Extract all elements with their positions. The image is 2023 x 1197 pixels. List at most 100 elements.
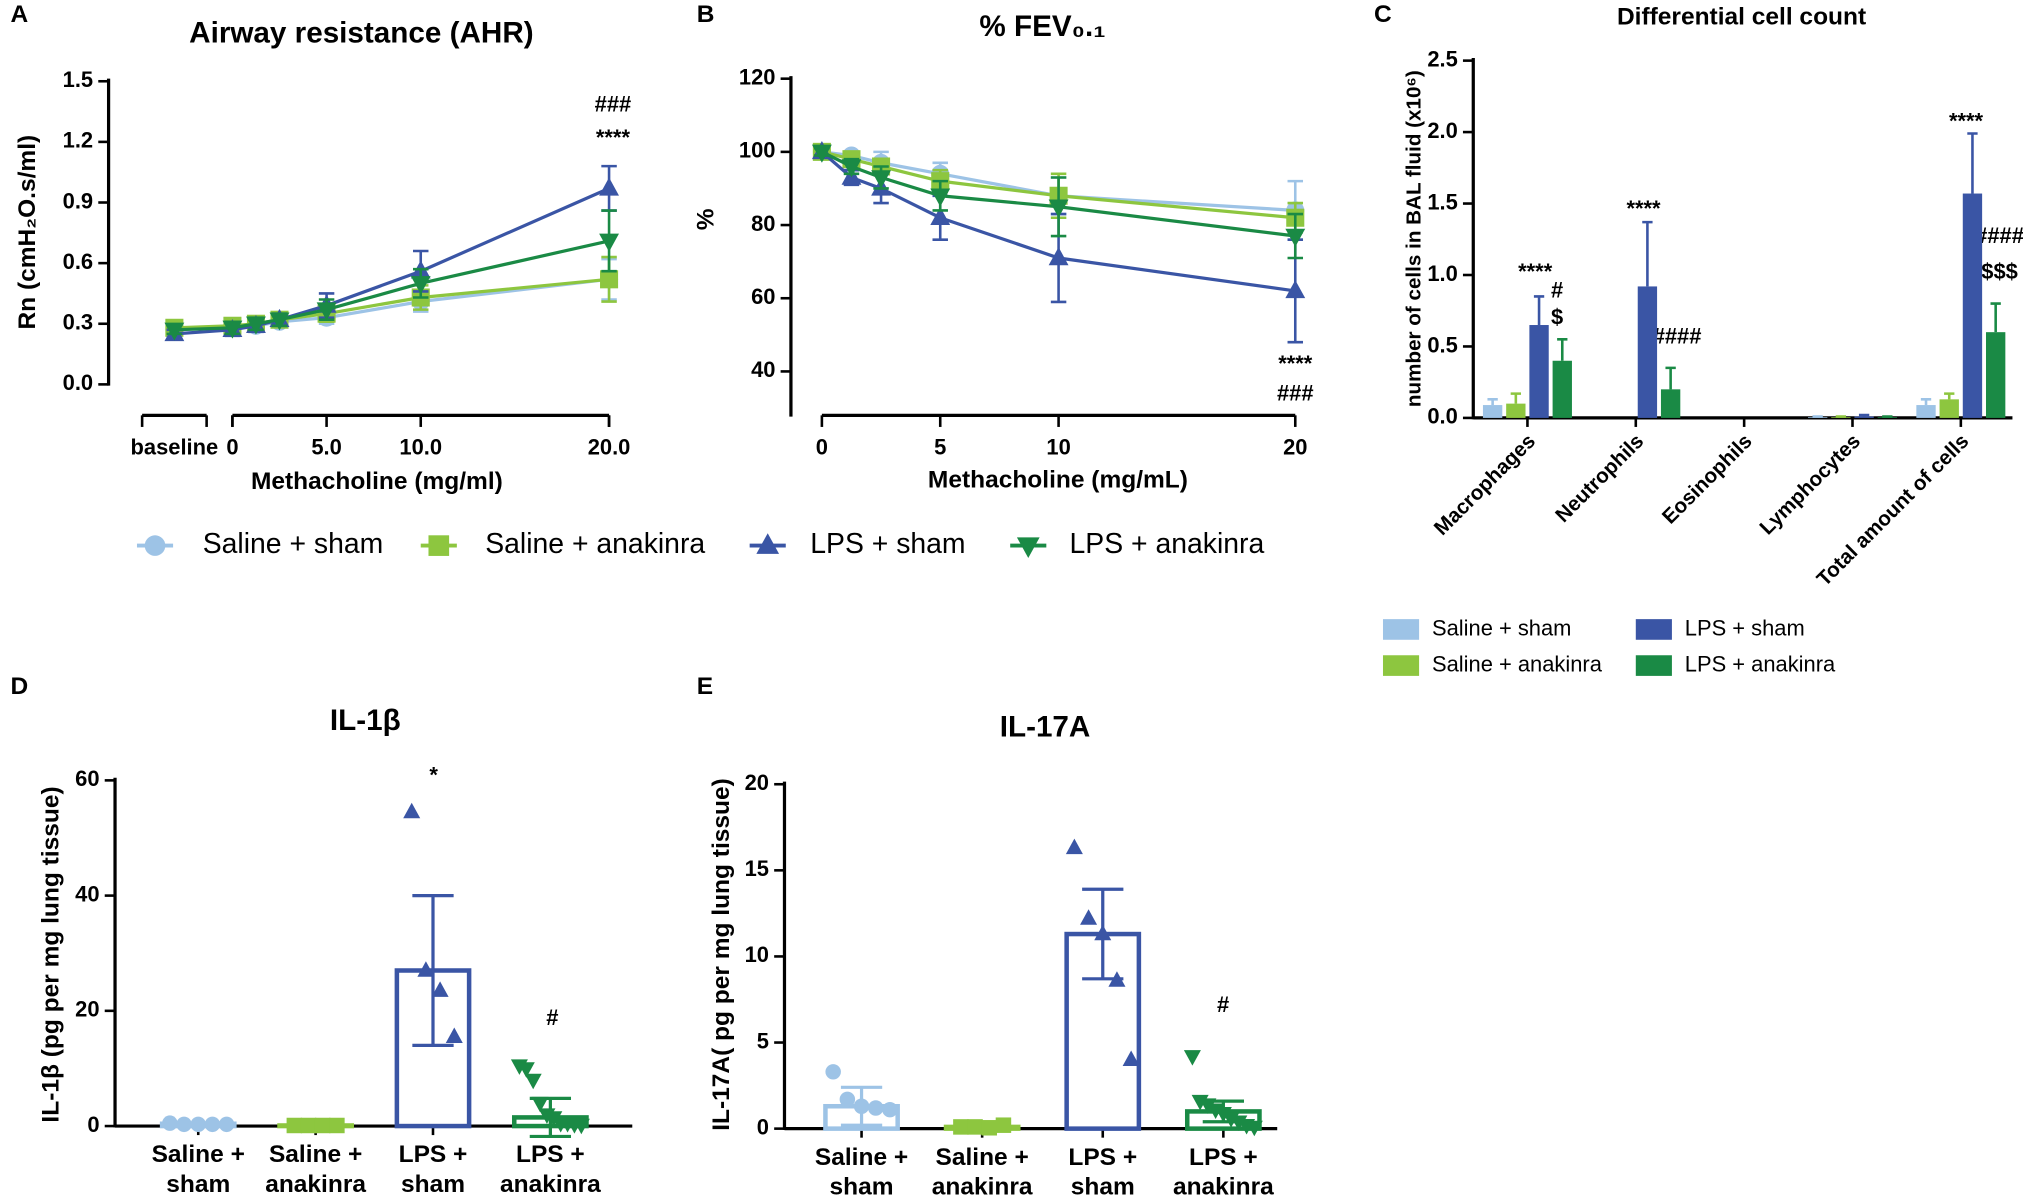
x-tick-label: Macrophages — [1430, 430, 1540, 540]
y-tick-label: 5 — [757, 1028, 769, 1053]
marker — [204, 1116, 221, 1133]
annotation: #### — [1653, 324, 1702, 349]
marker — [428, 535, 450, 556]
marker — [1122, 1050, 1140, 1066]
marker — [930, 188, 951, 207]
bar — [1916, 405, 1936, 418]
marker — [811, 144, 832, 163]
marker — [600, 270, 619, 289]
marker — [853, 1098, 870, 1114]
marker — [164, 322, 185, 341]
y-tick-label: 0.3 — [63, 310, 93, 335]
x-tick-label: 20 — [1283, 435, 1307, 460]
annotation: ### — [1277, 380, 1314, 405]
y-tick-label: 2.5 — [1427, 46, 1457, 71]
y-axis-label: number of cells in BAL fluid (x10⁶) — [1403, 70, 1426, 407]
bar — [1985, 332, 2006, 418]
error-bar — [412, 893, 454, 1048]
y-axis-label: IL-1β (pg per mg lung tissue) — [37, 786, 64, 1122]
y-tick-label: 60 — [75, 766, 99, 791]
annotation: $ — [1551, 304, 1563, 329]
chart-title: Differential cell count — [1617, 4, 1866, 31]
marker — [222, 320, 243, 339]
marker — [1199, 1098, 1217, 1114]
y-tick-label: 20 — [745, 770, 769, 795]
bar — [1831, 417, 1851, 418]
marker — [967, 1119, 983, 1135]
marker — [176, 1116, 192, 1133]
y-axis-label: % — [693, 208, 720, 230]
x-tick-label: baseline — [131, 435, 219, 460]
x-tick-label: anakinra — [500, 1171, 601, 1197]
marker — [300, 1117, 317, 1134]
error-bar — [1533, 295, 1545, 326]
error-bar — [1487, 398, 1498, 406]
series-line — [174, 186, 610, 336]
marker — [1080, 909, 1098, 925]
marker — [431, 981, 449, 997]
legend-swatch — [1382, 655, 1420, 676]
legend-label: Saline + anakinra — [485, 528, 705, 560]
annotation: # — [546, 1005, 558, 1030]
marker — [1065, 838, 1083, 855]
marker — [269, 312, 290, 331]
y-tick-label: 2.0 — [1427, 118, 1457, 143]
y-tick-label: 0.6 — [63, 249, 93, 274]
y-tick-label: 60 — [751, 284, 775, 309]
marker — [841, 159, 862, 178]
bar — [1660, 389, 1681, 418]
legend-label: Saline + anakinra — [1432, 651, 1603, 676]
x-tick-label: LPS + — [1189, 1144, 1258, 1171]
y-tick-label: 0.0 — [1427, 404, 1457, 429]
panel-label: B — [697, 1, 715, 28]
bar — [1506, 403, 1526, 418]
y-tick-label: 1.0 — [1427, 261, 1457, 286]
annotation: **** — [596, 125, 631, 150]
x-tick-label: LPS + — [516, 1141, 585, 1168]
marker — [839, 1091, 856, 1108]
x-tick-label: Eosinophils — [1658, 430, 1757, 529]
error-bar — [1920, 398, 1932, 406]
y-tick-label: 100 — [739, 138, 776, 163]
marker — [144, 535, 166, 556]
y-tick-label: 0.5 — [1427, 332, 1457, 357]
annotation: * — [429, 762, 438, 787]
legend-swatch — [1382, 619, 1420, 640]
error-bar — [1858, 413, 1870, 417]
y-tick-label: 1.5 — [1427, 189, 1457, 214]
error-bar — [1642, 220, 1653, 287]
marker — [1285, 280, 1306, 299]
y-tick-label: 40 — [751, 357, 775, 382]
x-tick-label: LPS + — [1068, 1144, 1137, 1171]
marker — [1016, 537, 1040, 558]
panel-label: E — [697, 673, 713, 700]
marker — [995, 1117, 1012, 1133]
legend-swatch — [1635, 655, 1672, 676]
marker — [1094, 924, 1112, 941]
error-bar — [1944, 392, 1955, 400]
chart-title: IL-1β — [330, 704, 401, 737]
error-bar — [1557, 338, 1568, 361]
bar — [1962, 193, 1983, 418]
x-tick-label: 0 — [816, 435, 828, 460]
marker — [871, 170, 891, 189]
x-axis-label: Methacholine (mg/ml) — [251, 468, 503, 495]
marker — [599, 177, 619, 196]
x-tick-label: anakinra — [932, 1173, 1033, 1197]
x-tick-label: Saline + — [269, 1141, 362, 1168]
marker — [403, 802, 421, 819]
legend-swatch — [1635, 619, 1672, 640]
y-tick-label: 0 — [757, 1114, 769, 1139]
y-tick-label: 120 — [739, 64, 776, 89]
y-tick-label: 40 — [75, 881, 99, 906]
marker — [218, 1116, 235, 1133]
x-tick-label: Saline + — [936, 1144, 1029, 1171]
x-tick-label: Neutrophils — [1551, 430, 1648, 527]
marker — [756, 533, 780, 554]
marker — [329, 1117, 345, 1134]
marker — [825, 1064, 841, 1080]
x-tick-label: sham — [166, 1171, 230, 1197]
x-tick-label: 5.0 — [311, 435, 341, 460]
marker — [445, 1027, 463, 1043]
x-tick-label: Saline + — [152, 1141, 245, 1168]
